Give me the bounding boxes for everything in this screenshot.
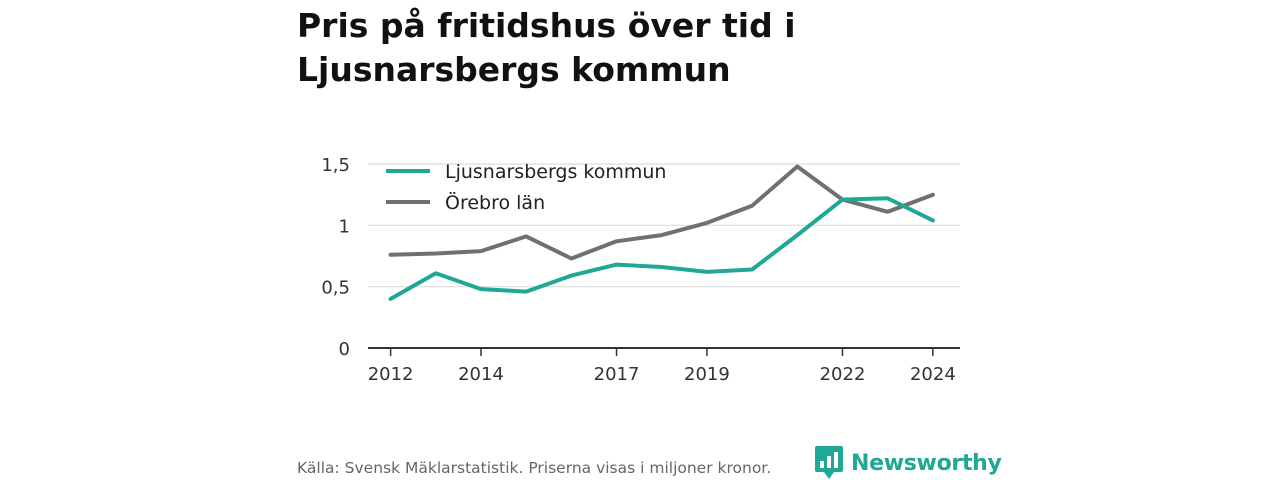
series-lines bbox=[388, 164, 935, 301]
legend: Ljusnarsbergs kommun Örebro län bbox=[386, 161, 666, 214]
x-tick-label: 2019 bbox=[684, 364, 730, 385]
gridlines bbox=[368, 163, 960, 288]
x-tick-label: 2014 bbox=[458, 364, 504, 385]
y-tick-label: 0,5 bbox=[321, 278, 350, 299]
bar-chart-speech-bubble-icon bbox=[815, 446, 843, 479]
x-tick-label: 2012 bbox=[368, 364, 414, 385]
chart-title: Pris på fritidshus över tid i Ljusnarsbe… bbox=[297, 6, 796, 89]
x-tick-label: 2024 bbox=[910, 364, 956, 385]
x-tick-label: 2022 bbox=[820, 364, 866, 385]
newsworthy-logo[interactable]: Newsworthy bbox=[815, 446, 1002, 480]
axes: 0 0,5 1 1,5 2012 2014 2017 2019 2022 2024 bbox=[321, 155, 960, 385]
series-line bbox=[388, 196, 935, 301]
y-tick-label: 0 bbox=[339, 339, 350, 360]
source-note: Källa: Svensk Mäklarstatistik. Priserna … bbox=[297, 459, 772, 477]
y-tick-label: 1 bbox=[339, 216, 350, 237]
legend-label: Örebro län bbox=[445, 191, 545, 214]
logo-text: Newsworthy bbox=[851, 450, 1002, 476]
x-tick-label: 2017 bbox=[594, 364, 640, 385]
line-chart: 0 0,5 1 1,5 2012 2014 2017 2019 2022 2024 Ljusnar… bbox=[321, 155, 960, 385]
y-tick-label: 1,5 bbox=[321, 155, 350, 176]
legend-label: Ljusnarsbergs kommun bbox=[445, 161, 666, 183]
